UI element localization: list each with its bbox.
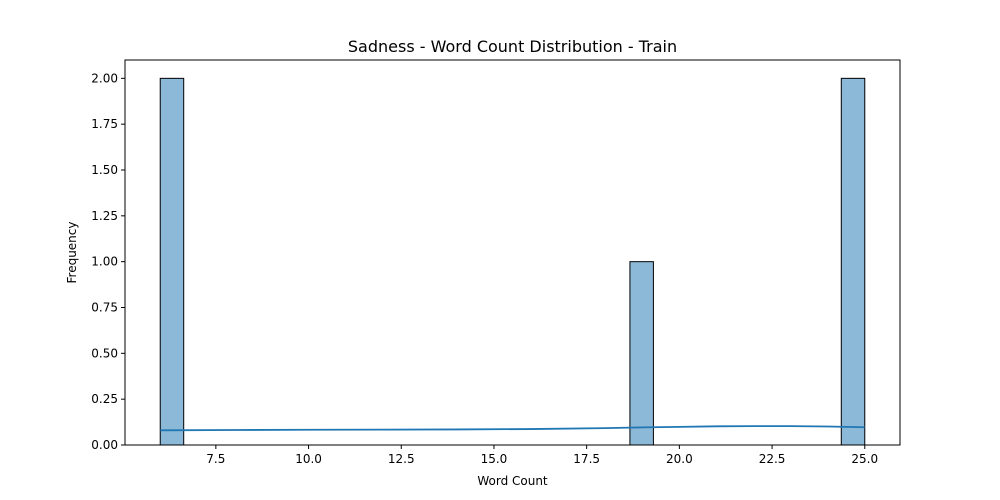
y-tick-label: 0.75: [91, 301, 118, 315]
bars-layer: [159, 77, 866, 446]
x-tick-label: 7.5: [206, 452, 225, 466]
kde-layer: [160, 425, 865, 432]
histogram-bar: [159, 77, 185, 446]
y-tick-label: 1.00: [91, 255, 118, 269]
y-tick-label: 0.00: [91, 438, 118, 452]
x-tick-label: 15.0: [481, 452, 508, 466]
x-axis-ticks: 7.5 10.0 12.5 15.0 17.5 20.0 22.5 25.0: [206, 445, 878, 466]
kde-line: [160, 425, 865, 432]
x-tick-label: 25.0: [851, 452, 878, 466]
y-tick-label: 0.25: [91, 392, 118, 406]
x-tick-label: 12.5: [388, 452, 415, 466]
x-tick-label: 10.0: [295, 452, 322, 466]
chart-title: Sadness - Word Count Distribution - Trai…: [348, 37, 677, 56]
y-tick-label: 1.25: [91, 209, 118, 223]
axes-frame: [124, 59, 901, 446]
histogram-bar: [840, 77, 866, 446]
y-tick-label: 1.50: [91, 163, 118, 177]
y-axis-ticks: 0.00 0.25 0.50 0.75 1.00 1.25 1.50 1.75 2.00: [91, 71, 125, 452]
y-tick-label: 1.75: [91, 117, 118, 131]
x-axis-label: Word Count: [477, 474, 548, 488]
y-axis-label: Frequency: [65, 222, 79, 284]
x-tick-label: 20.0: [666, 452, 693, 466]
x-tick-label: 22.5: [759, 452, 786, 466]
x-tick-label: 17.5: [573, 452, 600, 466]
histogram-bar: [629, 261, 654, 446]
y-tick-label: 0.50: [91, 346, 118, 360]
y-tick-label: 2.00: [91, 71, 118, 85]
